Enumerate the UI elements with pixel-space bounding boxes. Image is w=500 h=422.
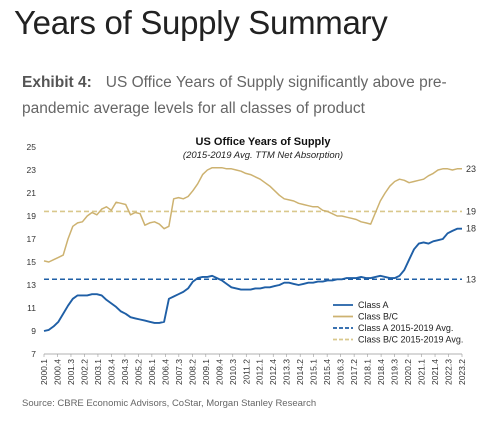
source-note: Source: CBRE Economic Advisors, CoStar, … xyxy=(22,398,317,409)
x-tick-label: 2008.2 xyxy=(187,359,197,385)
x-tick-label: 2018.4 xyxy=(376,359,386,385)
x-tick-label: 2016.3 xyxy=(336,359,346,385)
x-tick-label: 2009.4 xyxy=(214,359,224,385)
exhibit-text: US Office Years of Supply significantly … xyxy=(22,74,447,117)
exhibit-caption: Exhibit 4: US Office Years of Supply sign… xyxy=(22,70,482,122)
y-tick-label: 15 xyxy=(27,257,37,267)
x-tick-label: 2019.3 xyxy=(390,359,400,385)
class-bc-line xyxy=(43,166,462,263)
legend-entry: Class A xyxy=(358,300,389,310)
x-tick-label: 2020.2 xyxy=(403,359,413,385)
x-tick-label: 2021.4 xyxy=(430,359,440,385)
y-tick-label: 11 xyxy=(27,303,36,313)
x-tick-label: 2010.3 xyxy=(228,359,238,385)
x-tick-label: 2003.4 xyxy=(106,359,116,385)
x-tick-label: 2003.1 xyxy=(93,359,103,385)
x-tick-label: 2012.4 xyxy=(268,359,278,385)
x-tick-label: 2005.2 xyxy=(133,359,143,385)
series-end-label: 13 xyxy=(466,274,476,284)
y-tick-label: 9 xyxy=(31,326,36,336)
x-tick-label: 2006.4 xyxy=(160,359,170,385)
x-tick-label: 2007.3 xyxy=(174,359,184,385)
x-tick-label: 2017.2 xyxy=(349,359,359,385)
chart-subtitle: (2015-2019 Avg. TTM Net Absorption) xyxy=(183,150,343,161)
x-tick-label: 2009.1 xyxy=(201,359,211,385)
x-tick-label: 2015.1 xyxy=(309,359,319,385)
series-end-label: 23 xyxy=(466,164,476,174)
y-tick-label: 13 xyxy=(27,280,37,290)
chart-title: US Office Years of Supply xyxy=(196,136,332,148)
legend-entry: Class B/C xyxy=(358,312,399,322)
x-tick-label: 2004.3 xyxy=(120,359,130,385)
x-tick-label: 2013.3 xyxy=(282,359,292,385)
y-tick-label: 23 xyxy=(27,165,37,175)
x-tick-label: 2021.1 xyxy=(417,359,427,385)
x-tick-label: 2022.3 xyxy=(444,359,454,385)
y-tick-label: 7 xyxy=(31,349,36,359)
y-tick-label: 17 xyxy=(27,234,37,244)
exhibit-label: Exhibit 4: xyxy=(22,74,92,91)
x-tick-label: 2012.1 xyxy=(255,359,265,385)
series-end-label: 18 xyxy=(466,224,476,234)
legend-entry: Class B/C 2015-2019 Avg. xyxy=(358,335,463,345)
x-tick-label: 2015.4 xyxy=(322,359,332,385)
class-a-line xyxy=(43,227,462,332)
legend-entry: Class A 2015-2019 Avg. xyxy=(358,323,453,333)
x-tick-label: 2001.3 xyxy=(66,359,76,385)
x-tick-label: 2018.1 xyxy=(363,359,373,385)
x-tick-label: 2002.2 xyxy=(79,359,89,385)
x-tick-label: 2011.2 xyxy=(241,359,251,385)
x-tick-label: 2006.1 xyxy=(147,359,157,385)
x-tick-label: 2000.1 xyxy=(39,359,49,385)
x-tick-label: 2023.2 xyxy=(457,359,467,385)
y-tick-label: 19 xyxy=(27,211,37,221)
y-tick-label: 21 xyxy=(27,188,37,198)
x-tick-label: 2014.2 xyxy=(295,359,305,385)
x-tick-label: 2000.4 xyxy=(52,359,62,385)
page-title: Years of Supply Summary xyxy=(14,4,388,41)
series-end-label: 19 xyxy=(466,206,476,216)
y-tick-label: 25 xyxy=(27,142,37,152)
